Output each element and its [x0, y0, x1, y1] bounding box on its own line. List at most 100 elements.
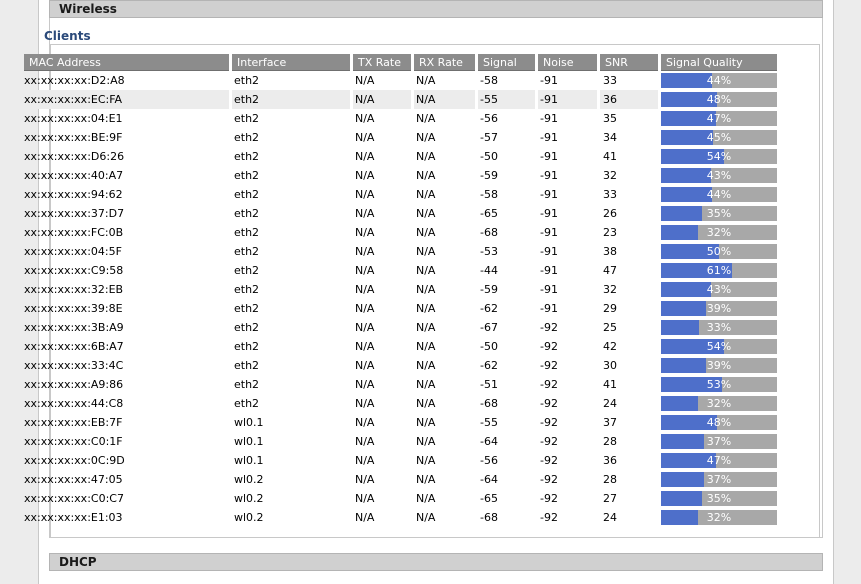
signal-quality-label: 37%: [706, 435, 732, 448]
clients-panel: [50, 44, 820, 538]
interface-cell: eth2: [232, 90, 350, 109]
wireless-section-header: Wireless: [49, 0, 823, 18]
snr-cell: 33: [603, 74, 617, 87]
mac-address-cell: xx:xx:xx:xx:EB:7F: [24, 416, 123, 429]
signal-quality-cell: 32%: [661, 508, 777, 527]
signal-quality-bar: 35%: [661, 206, 777, 221]
noise-cell: -92: [540, 511, 558, 524]
noise-cell: -91: [540, 245, 558, 258]
snr-cell: 24: [603, 397, 617, 410]
client-row: xx:xx:xx:xx:EB:7F wl0.1 N/A N/A -55 -92 37 48%: [24, 413, 777, 432]
col-signal-quality[interactable]: Signal Quality: [661, 54, 777, 71]
signal-quality-cell: 43%: [661, 280, 777, 299]
rx-rate-cell: N/A: [416, 112, 436, 125]
signal-quality-fill: [661, 111, 716, 126]
signal-quality-cell: 53%: [661, 375, 777, 394]
signal-cell: -55: [480, 416, 498, 429]
signal-quality-cell: 44%: [661, 71, 777, 90]
clients-table-header: MAC Address Interface TX Rate RX Rate Si…: [24, 54, 777, 71]
signal-quality-label: 43%: [706, 169, 732, 182]
noise-cell: -92: [540, 359, 558, 372]
interface-cell: eth2: [234, 340, 260, 353]
signal-quality-bar: 53%: [661, 377, 777, 392]
signal-quality-fill: [661, 396, 699, 411]
signal-quality-label: 32%: [706, 397, 732, 410]
mac-address-cell: xx:xx:xx:xx:94:62: [24, 188, 123, 201]
col-tx-rate[interactable]: TX Rate: [353, 54, 411, 71]
signal-quality-cell: 32%: [661, 394, 777, 413]
client-row: xx:xx:xx:xx:E1:03 wl0.2 N/A N/A -68 -92 24 32%: [24, 508, 777, 527]
signal-quality-fill: [661, 206, 702, 221]
mac-address-cell: xx:xx:xx:xx:0C:9D: [24, 454, 125, 467]
noise-cell: -91: [540, 264, 558, 277]
col-rx-rate[interactable]: RX Rate: [414, 54, 475, 71]
signal-quality-cell: 45%: [661, 128, 777, 147]
signal-quality-label: 35%: [706, 492, 732, 505]
signal-quality-bar: 32%: [661, 225, 777, 240]
rx-rate-cell: N/A: [416, 74, 436, 87]
signal-quality-bar: 54%: [661, 149, 777, 164]
rx-rate-cell: N/A: [416, 245, 436, 258]
tx-rate-cell: N/A: [355, 112, 375, 125]
col-signal[interactable]: Signal: [478, 54, 535, 71]
snr-cell: 36: [603, 454, 617, 467]
col-mac-address[interactable]: MAC Address: [24, 54, 229, 71]
rx-rate-cell: N/A: [416, 397, 436, 410]
noise-cell: -91: [540, 188, 558, 201]
signal-quality-label: 33%: [706, 321, 732, 334]
signal-quality-fill: [661, 301, 707, 316]
signal-quality-cell: 37%: [661, 470, 777, 489]
signal-quality-label: 44%: [706, 74, 732, 87]
tx-rate-cell: N/A: [355, 283, 375, 296]
interface-cell: eth2: [234, 397, 260, 410]
signal-cell: -67: [480, 321, 498, 334]
signal-cell: -64: [480, 435, 498, 448]
signal-quality-label: 39%: [706, 359, 732, 372]
col-noise[interactable]: Noise: [538, 54, 597, 71]
dhcp-section-header: DHCP: [49, 553, 823, 571]
interface-cell: wl0.1: [234, 435, 264, 448]
mac-address-cell: xx:xx:xx:xx:40:A7: [24, 169, 124, 182]
client-row: xx:xx:xx:xx:3B:A9 eth2 N/A N/A -67 -92 25 33%: [24, 318, 777, 337]
signal-quality-bar: 47%: [661, 453, 777, 468]
interface-cell: wl0.2: [234, 492, 264, 505]
signal-quality-label: 47%: [706, 454, 732, 467]
signal-cell: -51: [480, 378, 498, 391]
signal-quality-cell: 32%: [661, 223, 777, 242]
rx-rate-cell: N/A: [414, 90, 475, 109]
signal-quality-label: 48%: [706, 93, 732, 106]
clients-table-body: xx:xx:xx:xx:D2:A8 eth2 N/A N/A -58 -91 33 44% xx…: [24, 71, 777, 527]
rx-rate-cell: N/A: [416, 340, 436, 353]
noise-cell: -92: [540, 492, 558, 505]
signal-quality-fill: [661, 510, 699, 525]
interface-cell: wl0.1: [234, 416, 264, 429]
signal-cell: -65: [480, 492, 498, 505]
snr-cell: 34: [603, 131, 617, 144]
signal-quality-bar: 43%: [661, 282, 777, 297]
signal-quality-label: 48%: [706, 416, 732, 429]
col-snr[interactable]: SNR: [600, 54, 658, 71]
client-row: xx:xx:xx:xx:40:A7 eth2 N/A N/A -59 -91 32 43%: [24, 166, 777, 185]
interface-cell: eth2: [234, 264, 260, 277]
mac-address-cell: xx:xx:xx:xx:33:4C: [24, 359, 124, 372]
signal-cell: -58: [480, 188, 498, 201]
mac-address-cell: xx:xx:xx:xx:D2:A8: [24, 74, 125, 87]
snr-cell: 35: [603, 112, 617, 125]
signal-quality-label: 32%: [706, 226, 732, 239]
tx-rate-cell: N/A: [355, 188, 375, 201]
tx-rate-cell: N/A: [355, 245, 375, 258]
tx-rate-cell: N/A: [355, 511, 375, 524]
interface-cell: eth2: [234, 169, 260, 182]
signal-cell: -56: [480, 454, 498, 467]
client-row: xx:xx:xx:xx:94:62 eth2 N/A N/A -58 -91 33 44%: [24, 185, 777, 204]
tx-rate-cell: N/A: [355, 359, 375, 372]
col-interface[interactable]: Interface: [232, 54, 350, 71]
noise-cell: -91: [538, 90, 597, 109]
noise-cell: -92: [540, 435, 558, 448]
signal-cell: -50: [480, 340, 498, 353]
signal-quality-cell: 48%: [661, 90, 777, 109]
mac-address-cell: xx:xx:xx:xx:FC:0B: [24, 226, 124, 239]
signal-quality-label: 61%: [706, 264, 732, 277]
tx-rate-cell: N/A: [355, 435, 375, 448]
snr-cell: 27: [603, 492, 617, 505]
